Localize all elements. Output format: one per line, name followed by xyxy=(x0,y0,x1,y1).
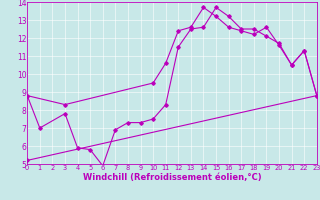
X-axis label: Windchill (Refroidissement éolien,°C): Windchill (Refroidissement éolien,°C) xyxy=(83,173,261,182)
